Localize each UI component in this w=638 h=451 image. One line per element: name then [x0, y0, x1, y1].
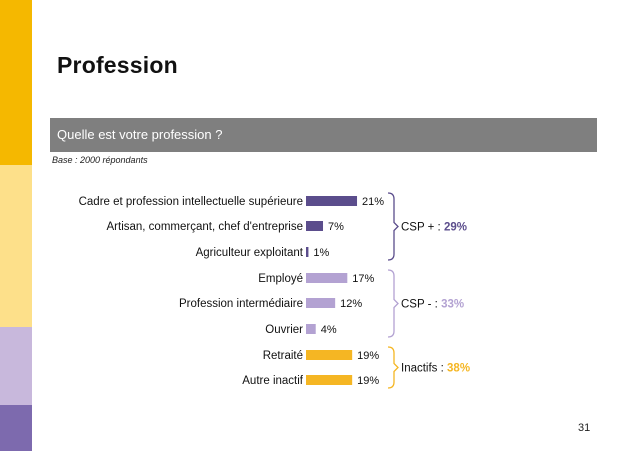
slide-title: Profession	[57, 52, 178, 78]
value-label: 17%	[352, 273, 374, 285]
decorative-strip-purple	[0, 405, 32, 451]
bar	[306, 247, 309, 257]
bar	[306, 221, 324, 231]
category-label: Artisan, commerçant, chef d'entreprise	[107, 221, 304, 233]
group-label: CSP - : 33%	[401, 299, 464, 311]
group-label: Inactifs : 38%	[401, 363, 470, 375]
value-label: 4%	[321, 324, 337, 336]
value-label: 19%	[357, 350, 379, 362]
group-brace	[387, 269, 399, 338]
category-label: Retraité	[263, 350, 303, 362]
bar	[306, 375, 353, 385]
base-note: Base : 2000 répondants	[52, 155, 148, 165]
category-label: Cadre et profession intellectuelle supér…	[79, 196, 303, 208]
value-label: 21%	[362, 196, 384, 208]
group-brace	[387, 346, 399, 389]
page-number: 31	[578, 422, 591, 434]
group-label: CSP + : 29%	[401, 222, 467, 234]
bar	[306, 273, 348, 283]
category-label: Autre inactif	[242, 375, 304, 387]
value-label: 7%	[328, 221, 344, 233]
group-brace	[387, 192, 399, 261]
bar	[306, 324, 316, 334]
decorative-strip-light-yellow	[0, 165, 32, 327]
bar	[306, 350, 353, 360]
category-label: Ouvrier	[265, 324, 303, 336]
decorative-strip-lavender	[0, 327, 32, 405]
category-label: Profession intermédiaire	[179, 298, 303, 310]
decorative-strip-gold	[0, 0, 32, 165]
question-banner: Quelle est votre profession ?	[50, 118, 597, 152]
question-text: Quelle est votre profession ?	[57, 127, 223, 142]
value-label: 19%	[357, 375, 379, 387]
category-label: Agriculteur exploitant	[196, 247, 304, 259]
category-label: Employé	[258, 273, 303, 285]
value-label: 1%	[313, 247, 329, 259]
value-label: 12%	[340, 298, 362, 310]
bar	[306, 196, 358, 206]
bar	[306, 298, 336, 308]
